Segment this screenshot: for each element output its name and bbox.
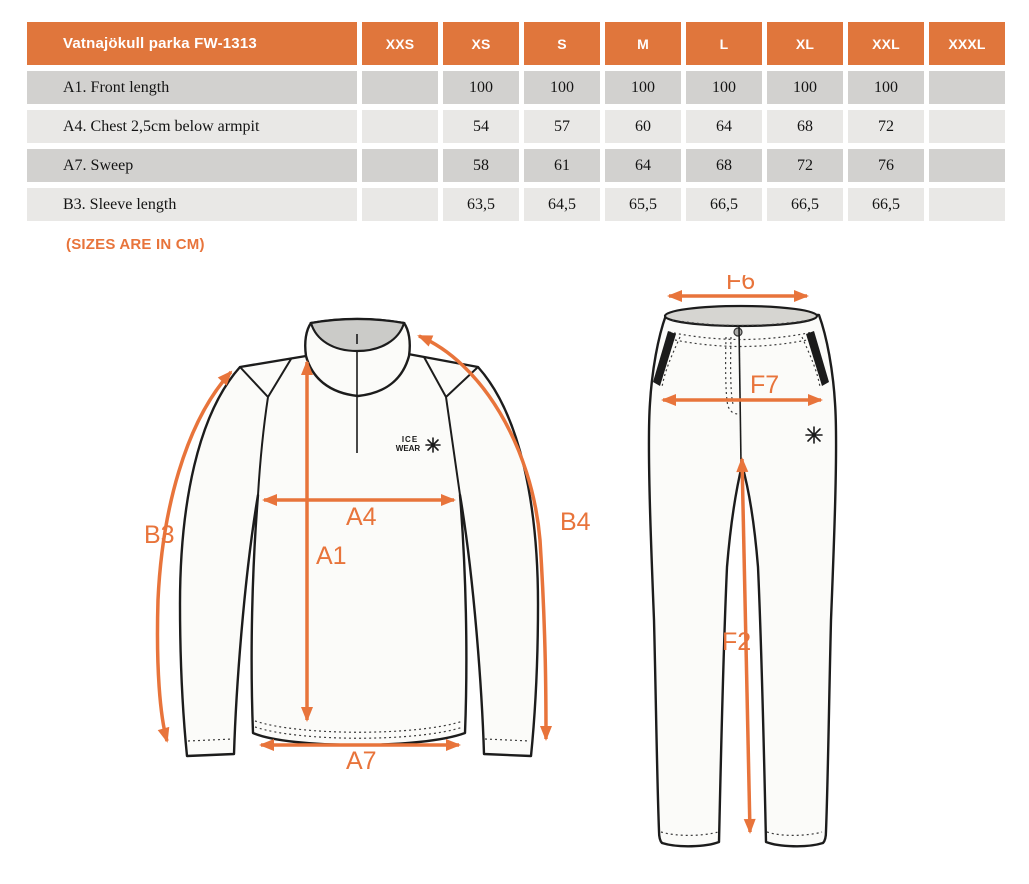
waistband-inner-stitch [671, 319, 811, 327]
f2-label: F2 [722, 628, 751, 656]
value-cell: 100 [443, 71, 519, 104]
value-cell: 66,5 [848, 188, 924, 221]
size-header-xs: XS [443, 22, 519, 65]
value-cell: 60 [605, 110, 681, 143]
value-cell [362, 188, 438, 221]
row-label-chest: A4. Chest 2,5cm below armpit [27, 110, 357, 143]
table-title: Vatnajökull parka FW-1313 [27, 22, 357, 65]
value-cell: 61 [524, 149, 600, 182]
value-cell: 100 [524, 71, 600, 104]
value-cell: 66,5 [686, 188, 762, 221]
value-cell: 57 [524, 110, 600, 143]
value-cell: 64 [686, 110, 762, 143]
value-cell: 64 [605, 149, 681, 182]
value-cell: 64,5 [524, 188, 600, 221]
jacket-outline [178, 352, 540, 758]
value-cell [929, 149, 1005, 182]
b3-sleeve-arrow [155, 370, 233, 743]
value-cell: 63,5 [443, 188, 519, 221]
value-cell: 100 [686, 71, 762, 104]
value-cell [362, 149, 438, 182]
waistband-top [663, 304, 819, 328]
b4-sleeve-arrow [417, 334, 552, 741]
f7-label: F7 [750, 371, 779, 399]
snowflake-icon [805, 426, 823, 444]
pants-outline [647, 313, 838, 848]
icewear-logo: ICE WEAR [396, 435, 441, 453]
size-header-m: M [605, 22, 681, 65]
hem-stitch [254, 720, 464, 739]
value-cell [929, 188, 1005, 221]
snowflake-icon [425, 437, 441, 453]
value-cell: 65,5 [605, 188, 681, 221]
waist-button [733, 327, 743, 337]
value-cell [362, 71, 438, 104]
row-label-sweep: A7. Sweep [27, 149, 357, 182]
value-cell: 76 [848, 149, 924, 182]
value-cell: 58 [443, 149, 519, 182]
row-label-sleeve-length: B3. Sleeve length [27, 188, 357, 221]
value-cell: 68 [686, 149, 762, 182]
a7-label: A7 [346, 747, 377, 775]
value-cell: 100 [848, 71, 924, 104]
size-header-xxs: XXS [362, 22, 438, 65]
value-cell: 100 [767, 71, 843, 104]
b4-label: B4 [560, 508, 591, 536]
value-cell [362, 110, 438, 143]
size-header-xxl: XXL [848, 22, 924, 65]
row-label-front-length: A1. Front length [27, 71, 357, 104]
value-cell: 68 [767, 110, 843, 143]
size-header-l: L [686, 22, 762, 65]
f2-inseam-arrow [736, 457, 756, 834]
value-cell [929, 110, 1005, 143]
value-cell: 72 [848, 110, 924, 143]
sizes-unit-note: (SIZES ARE IN CM) [66, 236, 205, 253]
a1-label: A1 [316, 542, 347, 570]
f6-label: F6 [726, 275, 755, 295]
size-header-xxxl: XXXL [929, 22, 1005, 65]
waistband-seam-stitch [668, 331, 814, 348]
size-table: Vatnajökull parka FW-1313 XXS XS S M L X… [27, 22, 1005, 221]
pocket-right [806, 331, 829, 386]
jacket-diagram: ICE WEAR B3 A4 A1 B4 A7 [144, 317, 591, 775]
left-raglan-seam [239, 358, 292, 496]
size-header-s: S [524, 22, 600, 65]
value-cell: 66,5 [767, 188, 843, 221]
a4-label: A4 [346, 503, 377, 531]
value-cell: 54 [443, 110, 519, 143]
pants-diagram: F6 F7 F2 [647, 275, 838, 848]
b3-label: B3 [144, 521, 175, 549]
logo-text-top: ICE [402, 435, 418, 444]
value-cell [929, 71, 1005, 104]
size-header-xl: XL [767, 22, 843, 65]
value-cell: 100 [605, 71, 681, 104]
value-cell: 72 [767, 149, 843, 182]
pocket-left [653, 331, 676, 386]
hem-stitch-right [766, 831, 823, 836]
logo-text-bottom: WEAR [396, 444, 421, 453]
